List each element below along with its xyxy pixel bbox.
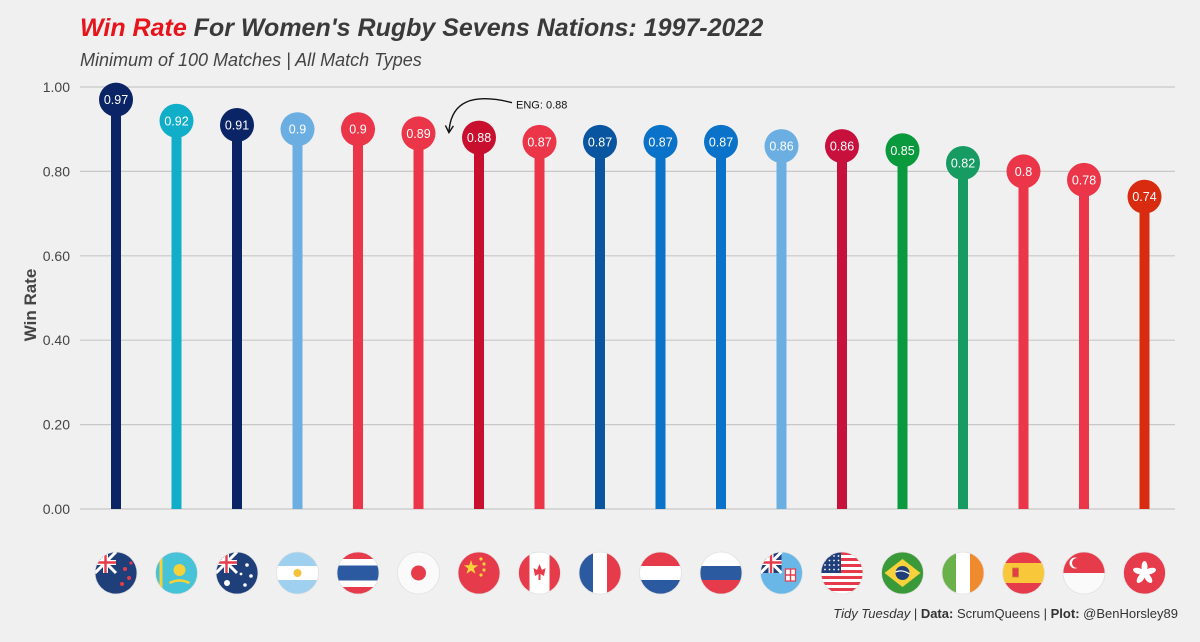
lollipop-head	[220, 107, 254, 142]
lollipop-stems	[111, 99, 1150, 509]
fiji-flag-icon	[760, 551, 803, 595]
value-label: 0.97	[104, 93, 128, 107]
title-rest: For Women's Rugby Sevens Nations: 1997-2…	[186, 14, 764, 42]
y-tick-label: 0.60	[43, 248, 70, 264]
caption: Tidy Tuesday | Data: ScrumQueens | Plot:…	[833, 606, 1178, 621]
value-label: 0.91	[225, 118, 249, 132]
chart-subtitle: Minimum of 100 Matches | All Match Types	[80, 50, 422, 70]
y-tick-label: 0.40	[43, 332, 70, 348]
thailand-flag-icon	[336, 551, 380, 595]
value-label: 0.87	[588, 135, 612, 149]
lollipop-head	[159, 103, 194, 138]
lollipop-heads: 0.97 0.92 0.91 0.9 0.9 0.89 0.88 0.87 0.87 0.87 0.…	[99, 82, 1162, 214]
lollipop-head	[825, 129, 859, 164]
caption-data-value: ScrumQueens	[953, 606, 1041, 621]
y-tick-label: 0.80	[43, 163, 70, 179]
caption-source: Tidy Tuesday	[833, 606, 911, 621]
title-accent: Win Rate	[80, 14, 187, 42]
value-label: 0.87	[648, 135, 672, 149]
usa-flag-icon	[820, 551, 864, 595]
lollipop-head	[522, 124, 557, 159]
lollipop-head	[643, 124, 678, 159]
france-flag-icon	[578, 551, 622, 595]
lollipop-head	[583, 124, 617, 159]
y-axis-label: Win Rate	[21, 269, 40, 342]
china-flag-icon	[457, 551, 501, 595]
ireland-flag-icon	[941, 551, 985, 595]
lollipop-head	[1127, 179, 1162, 214]
value-label: 0.9	[349, 123, 366, 137]
caption-data-label: Data:	[920, 606, 954, 621]
japan-flag-icon	[397, 551, 440, 595]
value-label: 0.87	[527, 135, 551, 149]
annotation-label: ENG: 0.88	[516, 100, 567, 112]
value-label: 0.85	[890, 144, 914, 158]
y-tick-label: 0.20	[43, 417, 70, 433]
caption-plot-label: Plot:	[1050, 606, 1080, 621]
lollipop-head	[341, 112, 375, 147]
lollipop-head	[704, 124, 738, 159]
lollipop-head	[99, 82, 133, 117]
hong-kong-flag-icon	[1123, 551, 1166, 595]
value-label: 0.78	[1072, 173, 1096, 187]
new-zealand-flag-icon	[94, 551, 138, 595]
y-tick-label: 0.00	[43, 501, 70, 517]
value-label: 0.8	[1015, 165, 1032, 179]
lollipop-head	[1067, 162, 1101, 197]
value-label: 0.89	[406, 127, 430, 141]
kazakhstan-flag-icon	[155, 551, 198, 595]
value-label: 0.9	[289, 123, 306, 137]
lollipop-head	[764, 129, 799, 164]
value-label: 0.87	[709, 135, 733, 149]
value-label: 0.92	[164, 114, 188, 128]
caption-sep-1: |	[910, 606, 921, 621]
lollipop-head	[280, 112, 315, 147]
country-flags	[94, 551, 1166, 595]
value-label: 0.74	[1132, 190, 1156, 204]
spain-flag-icon	[1002, 551, 1045, 595]
annotation-arrow	[444, 98, 513, 135]
value-label: 0.86	[769, 140, 793, 154]
y-tick-label: 1.00	[43, 79, 70, 95]
value-label: 0.86	[830, 140, 854, 154]
netherlands-flag-icon	[639, 551, 682, 595]
brazil-flag-icon	[881, 551, 924, 595]
russia-flag-icon	[699, 551, 743, 595]
grid-lines	[80, 86, 1175, 510]
y-axis-ticks: 0.00 0.20 0.40 0.60 0.80 1.00	[43, 79, 70, 517]
chart-title: Win Rate For Women's Rugby Sevens Nation…	[80, 14, 763, 43]
caption-sep-2: |	[1040, 606, 1051, 621]
value-label: 0.82	[951, 156, 975, 170]
caption-plot-value: @BenHorsley89	[1079, 606, 1178, 621]
lollipop-head	[401, 116, 436, 151]
annotation: ENG: 0.88	[444, 98, 567, 135]
lollipop-head	[462, 120, 496, 155]
lollipop-head	[1006, 154, 1041, 189]
value-label: 0.88	[467, 131, 491, 145]
canada-flag-icon	[518, 551, 561, 595]
singapore-flag-icon	[1062, 551, 1106, 595]
lollipop-head	[946, 145, 980, 180]
australia-flag-icon	[215, 551, 259, 595]
argentina-flag-icon	[276, 551, 319, 595]
lollipop-head	[885, 133, 920, 168]
